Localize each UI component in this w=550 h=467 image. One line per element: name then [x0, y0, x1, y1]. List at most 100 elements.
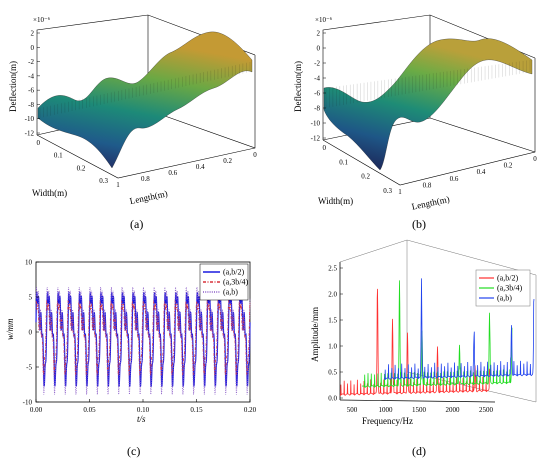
panel-d-y-label: Amplitude/mm [310, 307, 320, 362]
panel-a-width-label: Width(m) [32, 188, 67, 198]
b-z-tick-label: -10 [311, 120, 321, 128]
c-x-tick-label: 0.15 [190, 406, 203, 414]
b-width-tick-label: 0.1 [339, 158, 348, 166]
a-length-tick-label: 0.8 [141, 175, 150, 183]
a-z-tick-label: -6 [28, 87, 34, 95]
b-z-tick-label: -6 [314, 90, 320, 98]
panel-a: 2 0 -2 -4 -6 -8 -10 -12 ×10⁻⁶ Deflection(m) 0 0.… [8, 14, 257, 231]
c-x-tick-label: 0.05 [83, 406, 96, 414]
panel-d-legend: (a,b/2)(a,3b/4)(a,b) [475, 269, 531, 307]
b-z-tick-label: -4 [314, 75, 320, 83]
c-y-tick-label: 0 [29, 329, 33, 337]
a-z-tick-label: -2 [28, 58, 34, 66]
panel-b-z-label: Deflection(m) [293, 61, 303, 112]
panel-b-surface [323, 38, 533, 171]
a-length-tick-label: 0.2 [223, 157, 232, 165]
panel-a-length-ticks: 1 0.8 0.6 0.4 0.2 0 [116, 151, 257, 189]
panel-b-box [322, 14, 536, 186]
panel-a-width-ticks: 0 0.1 0.2 0.3 [37, 139, 109, 185]
a-width-tick-label: 0 [37, 139, 41, 147]
a-width-tick-label: 0.3 [99, 177, 108, 185]
panel-c-y-ticks: 10 5 0 -5 -10 [23, 259, 39, 407]
d-legend-label: (a,b/2) [497, 274, 518, 283]
b-width-tick-label: 0.3 [383, 187, 392, 195]
d-legend-label: (a,b) [497, 294, 512, 303]
b-z-tick-label: -12 [311, 135, 321, 143]
d-y-tick-label: 1.5 [328, 317, 337, 325]
panel-b-z-exponent: ×10⁻⁶ [315, 16, 333, 24]
panel-c-y-label: w/mm [5, 318, 15, 340]
b-length-tick-label: 0.8 [423, 181, 432, 189]
b-z-tick-label: 2 [317, 30, 321, 38]
c-legend-label: (a,3b/4) [223, 278, 248, 287]
c-x-tick-label: 0.00 [30, 406, 43, 414]
a-z-tick-label: -8 [28, 101, 34, 109]
c-y-tick-label: -5 [26, 364, 32, 372]
panel-b-letter: (b) [412, 217, 426, 231]
panel-a-mesh [39, 62, 251, 118]
panel-d-x-label: Frequency/Hz [362, 416, 413, 426]
a-z-tick-label: 2 [31, 30, 35, 38]
panel-c-letter: (c) [127, 444, 140, 458]
a-length-tick-label: 0.6 [168, 169, 177, 177]
a-length-tick-label: 1 [116, 181, 120, 189]
panel-c-legend: (a,b/2)(a,3b/4)(a,b) [199, 263, 248, 301]
panel-a-length-label: Length(m) [129, 188, 169, 206]
b-length-tick-label: 0 [533, 155, 537, 163]
d-series-line [383, 278, 535, 381]
d-x-tick-label: 2500 [479, 406, 494, 414]
d-series-line [339, 288, 491, 396]
c-y-tick-label: 10 [25, 259, 33, 267]
panel-b-width-ticks: 0 0.1 0.2 0.3 [323, 144, 393, 195]
panel-a-z-exponent: ×10⁻⁶ [33, 16, 51, 24]
d-y-tick-label: 0.5 [328, 369, 337, 377]
a-width-tick-label: 0.1 [54, 152, 63, 160]
d-x-tick-label: 1000 [379, 406, 394, 414]
panel-d-series [339, 278, 535, 396]
panel-b-mesh [325, 60, 531, 108]
a-length-tick-label: 0 [253, 151, 257, 159]
b-length-tick-label: 0.4 [477, 168, 486, 176]
d-y-tick-label: 2.0 [328, 291, 337, 299]
panel-d-letter: (d) [412, 444, 426, 458]
c-legend-label: (a,b/2) [223, 268, 244, 277]
d-x-tick-label: 1500 [412, 406, 427, 414]
c-series-line [35, 299, 251, 376]
panel-d: 2.5 2.0 1.5 1.0 0.5 0.0 500 1000 1500 2000 2500 A… [310, 239, 537, 458]
panel-a-letter: (a) [130, 217, 143, 231]
panel-c-series [35, 287, 251, 395]
c-y-tick-label: 5 [29, 294, 33, 302]
c-x-tick-label: 0.20 [244, 406, 257, 414]
panel-b-length-label: Length(m) [411, 194, 451, 212]
a-width-tick-label: 0.2 [77, 164, 86, 172]
b-width-tick-label: 0.2 [361, 173, 370, 181]
a-z-tick-label: 0 [31, 44, 35, 52]
b-length-tick-label: 1 [398, 188, 402, 196]
d-y-tick-label: 1.0 [328, 343, 337, 351]
panel-c-x-ticks: 0.00 0.05 0.10 0.15 0.20 [30, 399, 257, 414]
b-length-tick-label: 0.6 [450, 175, 459, 183]
panel-d-x-ticks: 500 1000 1500 2000 2500 [347, 406, 494, 414]
d-x-tick-label: 2000 [446, 406, 461, 414]
panel-a-z-ticks: 2 0 -2 -4 -6 -8 -10 -12 [25, 30, 40, 138]
a-z-tick-label: -12 [25, 130, 35, 138]
d-y-tick-label: 2.5 [328, 265, 337, 273]
panel-b-length-ticks: 1 0.8 0.6 0.4 0.2 0 [398, 155, 537, 196]
d-y-tick-label: 0.0 [328, 395, 337, 403]
b-z-tick-label: -8 [314, 105, 320, 113]
c-x-tick-label: 0.10 [137, 406, 150, 414]
panel-b-z-ticks: 2 0 -2 -4 -6 -8 -10 -12 [311, 30, 326, 143]
b-z-tick-label: -2 [314, 60, 320, 68]
a-z-tick-label: -10 [25, 115, 35, 123]
a-z-tick-label: -4 [28, 72, 34, 80]
c-y-tick-label: -10 [23, 399, 33, 407]
panel-d-y-ticks: 2.5 2.0 1.5 1.0 0.5 0.0 [328, 265, 343, 403]
b-z-tick-label: 0 [317, 45, 321, 53]
d-series-line [361, 280, 513, 388]
d-legend-label: (a,3b/4) [497, 284, 522, 293]
panel-c-x-label: t/s [137, 414, 146, 424]
d-x-tick-label: 500 [347, 406, 358, 414]
